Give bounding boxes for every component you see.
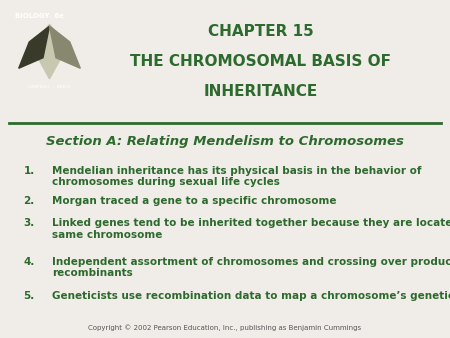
Text: CAMPBELL  •  REECE: CAMPBELL • REECE (28, 86, 71, 89)
Text: 1.: 1. (23, 166, 35, 176)
Text: Linked genes tend to be inherited together because they are located on the
same : Linked genes tend to be inherited togeth… (52, 218, 450, 240)
Text: 2.: 2. (23, 196, 35, 206)
Text: BIOLOGY  6e: BIOLOGY 6e (15, 13, 64, 19)
Text: Section A: Relating Mendelism to Chromosomes: Section A: Relating Mendelism to Chromos… (46, 135, 404, 148)
Text: 4.: 4. (23, 257, 35, 267)
Text: Geneticists use recombination data to map a chromosome’s genetic loci: Geneticists use recombination data to ma… (52, 291, 450, 301)
Text: THE CHROMOSOMAL BASIS OF: THE CHROMOSOMAL BASIS OF (130, 54, 392, 69)
Text: 5.: 5. (23, 291, 35, 301)
Text: Mendelian inheritance has its physical basis in the behavior of
chromosomes duri: Mendelian inheritance has its physical b… (52, 166, 421, 187)
Text: Independent assortment of chromosomes and crossing over produce genetic
recombin: Independent assortment of chromosomes an… (52, 257, 450, 279)
Polygon shape (19, 26, 50, 68)
Text: CHAPTER 15: CHAPTER 15 (208, 24, 314, 39)
Polygon shape (32, 24, 68, 79)
Text: 3.: 3. (23, 218, 35, 228)
Polygon shape (50, 26, 80, 68)
Text: INHERITANCE: INHERITANCE (204, 84, 318, 99)
Text: Copyright © 2002 Pearson Education, Inc., publishing as Benjamin Cummings: Copyright © 2002 Pearson Education, Inc.… (89, 324, 361, 331)
Text: Morgan traced a gene to a specific chromosome: Morgan traced a gene to a specific chrom… (52, 196, 336, 206)
